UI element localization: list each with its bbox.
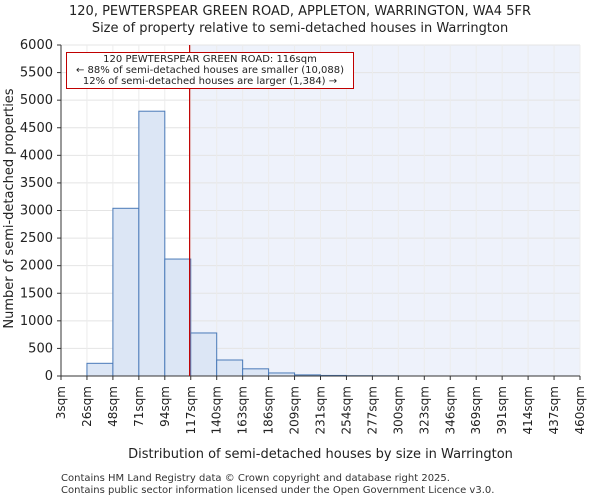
annotation-line-1: 120 PEWTERSPEAR GREEN ROAD: 116sqm: [103, 54, 317, 65]
y-tick-label: 1500: [20, 286, 53, 301]
x-tick-label: 186sqm: [262, 386, 276, 434]
x-tick-label: 414sqm: [521, 386, 535, 434]
bar-26sqm: [86, 362, 114, 377]
footer-licence: Contains public sector information licen…: [61, 485, 495, 496]
y-tick-label: 3000: [20, 204, 53, 219]
x-tick-label: 163sqm: [236, 386, 250, 434]
y-tick-label: 5000: [20, 93, 53, 108]
x-tick-label: 140sqm: [210, 386, 224, 434]
x-tick-label: 117sqm: [184, 386, 198, 434]
y-tick-label: 2500: [20, 231, 53, 246]
footer-copyright: Contains HM Land Registry data © Crown c…: [61, 473, 450, 484]
y-tick-label: 1000: [20, 314, 53, 329]
x-tick-label: 209sqm: [288, 386, 302, 434]
x-tick-label: 94sqm: [158, 386, 172, 427]
y-tick-label: 4500: [20, 121, 53, 136]
x-tick-label: 300sqm: [391, 386, 405, 434]
x-tick-label: 460sqm: [573, 386, 587, 434]
bar-163sqm: [242, 368, 270, 377]
x-tick-label: 369sqm: [469, 386, 483, 434]
y-tick-label: 5500: [20, 66, 53, 81]
x-tick-label: 231sqm: [314, 386, 328, 434]
annotation-line-2: ← 88% of semi-detached houses are smalle…: [75, 65, 345, 76]
y-axis-label: Number of semi-detached properties: [2, 88, 17, 328]
bar-71sqm: [138, 110, 166, 377]
x-tick-label: 71sqm: [132, 386, 146, 427]
x-tick-label: 391sqm: [495, 386, 509, 434]
property-annotation: 120 PEWTERSPEAR GREEN ROAD: 116sqm ← 88%…: [66, 52, 354, 89]
x-tick-label: 48sqm: [106, 386, 120, 427]
annotation-line-3: 12% of semi-detached houses are larger (…: [82, 76, 338, 87]
x-tick-label: 437sqm: [547, 386, 561, 434]
x-tick-label: 3sqm: [54, 386, 68, 419]
y-tick-label: 0: [45, 369, 53, 384]
y-tick-label: 500: [28, 341, 53, 356]
x-tick-label: 346sqm: [443, 386, 457, 434]
x-tick-label: 277sqm: [365, 386, 379, 434]
y-tick-label: 4000: [20, 148, 53, 163]
bar-94sqm: [164, 258, 192, 377]
x-axis-label: Distribution of semi-detached houses by …: [128, 447, 513, 462]
bar-48sqm: [112, 207, 140, 377]
y-tick-label: 2000: [20, 259, 53, 274]
y-tick-label: 6000: [20, 38, 53, 53]
x-tick-label: 323sqm: [417, 386, 431, 434]
chart-subtitle: Size of property relative to semi-detach…: [91, 21, 509, 36]
y-tick-label: 3500: [20, 176, 53, 191]
x-tick-label: 254sqm: [339, 386, 353, 434]
chart-title: 120, PEWTERSPEAR GREEN ROAD, APPLETON, W…: [69, 4, 531, 19]
bar-117sqm: [190, 332, 218, 377]
x-tick-label: 26sqm: [80, 386, 94, 427]
bar-140sqm: [216, 359, 244, 377]
